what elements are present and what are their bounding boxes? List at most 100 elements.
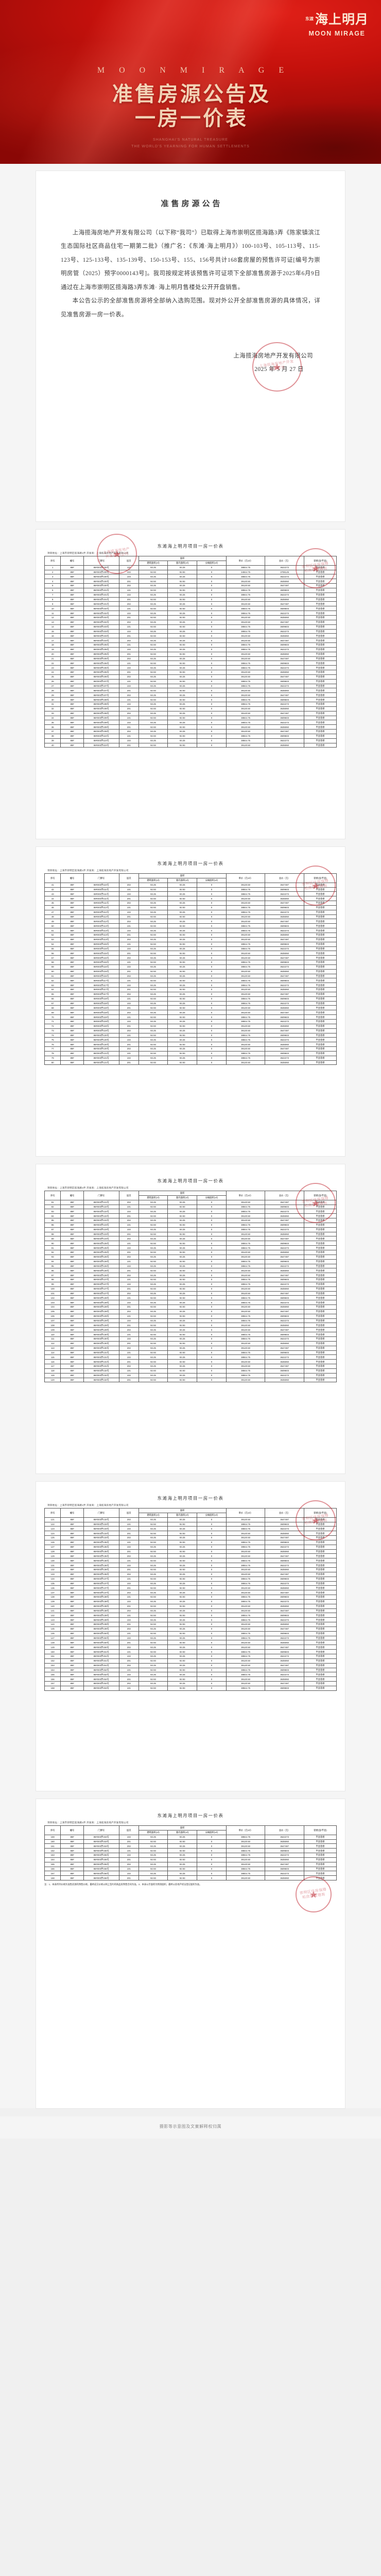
table-row: 138 88# 88#303弄138号 101 92.93 92.93 0 38844.75 3… [44, 1595, 337, 1600]
table-cell: 88# [60, 1245, 84, 1250]
table-cell: 0 [197, 1549, 227, 1554]
table-cell: 92.93 [167, 1286, 198, 1292]
table-cell: 92.93 [167, 1213, 198, 1219]
table-row: 106 88# 88#303弄129号 101 92.93 92.93 0 38844.75 3… [44, 1313, 337, 1319]
table-cell: 不含装修 [303, 1227, 337, 1232]
table-cell: 0 [197, 1595, 227, 1600]
table-cell: 3635060 [265, 1359, 304, 1365]
table-cell: 38 [44, 733, 61, 739]
table-row: 70 88# 88#303弄119号 101 92.93 92.93 0 38844.75 36… [44, 1014, 337, 1020]
table-cell: 88# [60, 697, 84, 702]
table-cell: 88#303弄156号 [83, 1866, 119, 1872]
table-cell: 不含装修 [303, 1658, 337, 1664]
table-cell: 93.25 [167, 601, 198, 607]
table-cell: 93.25 [167, 729, 198, 734]
table-cell: 39120.50 [226, 729, 266, 734]
table-cell: 88#303弄131号 [83, 1359, 119, 1365]
table-cell: 92.93 [167, 660, 198, 666]
table-cell: 88#303弄106号 [83, 670, 119, 675]
table-cell: 不含装修 [303, 1300, 337, 1306]
table-cell: 88# [60, 1218, 84, 1223]
table-cell: 0 [197, 1273, 227, 1278]
table-cell: 88# [60, 587, 84, 593]
table-cell: 0 [197, 1585, 227, 1591]
table-cell: 不含装修 [303, 1042, 337, 1047]
brand-mark-icon: 东渡 [305, 16, 314, 21]
table-cell: 88#303弄101号 [83, 601, 119, 607]
table-row: 38 88# 88#303弄110号 101 92.93 92.93 0 38844.75 36… [44, 733, 337, 739]
table-cell: 0 [197, 1871, 227, 1876]
table-cell: 92.93 [167, 1839, 198, 1844]
table-cell: 3609603 [265, 1613, 304, 1618]
table-cell: 3622273 [265, 1281, 304, 1287]
table-cell: 3609603 [265, 1295, 304, 1301]
table-row: 19 88# 88#303弄105号 102 93.25 93.25 0 38844.75 36… [44, 647, 337, 652]
column-group-header-area: 面积 [138, 1825, 227, 1831]
table-row: 156 88# 88#303弄152号 201 92.93 92.93 0 39120.50 3… [44, 1676, 337, 1682]
table-cell: 27 [44, 683, 61, 689]
table-row: 18 88# 88#303弄105号 101 92.93 92.93 0 38844.75 36… [44, 642, 337, 648]
table-cell: 不含装修 [303, 1014, 337, 1020]
table-cell: 不含装修 [303, 579, 337, 584]
table-cell: 3609603 [265, 1368, 304, 1374]
table-row: 82 88# 88#303弄122号 101 92.93 92.93 0 38844.75 36… [44, 1204, 337, 1210]
table-cell: 88# [60, 909, 84, 915]
table-cell: 93.25 [138, 1608, 168, 1614]
table-cell: 不含装修 [303, 1567, 337, 1572]
column-header: 层次 [118, 1825, 139, 1835]
table-cell: 88#303弄119号 [83, 1019, 119, 1024]
table-cell: 不含装修 [303, 670, 337, 675]
table-cell: 106 [44, 1313, 61, 1319]
table-row: 166 88# 88#303弄156号 101 92.93 92.93 0 38844.75 3… [44, 1866, 337, 1872]
column-header: 序号 [44, 1508, 61, 1518]
price-table-page: 上海揽海房地产开发有限公司 ★ 崇明区住房保障和房屋管理局 ★ 东滩海上明月项目一房一价… [36, 530, 345, 839]
table-cell: 92.93 [167, 951, 198, 956]
table-cell: 88#303弄156号 [83, 1871, 119, 1876]
table-row: 48 88# 88#303弄112号 201 92.93 92.93 0 39120.50 36… [44, 914, 337, 920]
table-cell: 3609603 [265, 1649, 304, 1654]
table-row: 120 88# 88#303弄132号 201 92.93 92.93 0 39120.50 3… [44, 1377, 337, 1383]
table-cell: 3622273 [265, 720, 304, 725]
table-cell: 39120.50 [226, 638, 266, 643]
table-row: 116 88# 88#303弄131号 201 92.93 92.93 0 39120.50 3… [44, 1359, 337, 1365]
table-cell: 3622273 [265, 1209, 304, 1214]
table-cell: 3647487 [265, 638, 304, 643]
table-cell: 88# [60, 742, 84, 748]
table-cell: 88# [60, 1268, 84, 1274]
table-cell: 3647487 [265, 1590, 304, 1596]
table-cell: 88# [60, 1853, 84, 1858]
table-cell: 88# [60, 1663, 84, 1668]
table-cell: 61 [44, 973, 61, 979]
table-cell: 88# [60, 1350, 84, 1355]
table-cell: 3635060 [265, 1640, 304, 1646]
table-cell: 不含装修 [303, 923, 337, 929]
table-cell: 88# [60, 1273, 84, 1278]
table-cell: 38844.75 [226, 1368, 266, 1374]
table-cell: 101 [118, 1631, 139, 1636]
table-cell: 3609603 [265, 996, 304, 1002]
table-cell: 不含装修 [303, 1354, 337, 1360]
table-row: 20 88# 88#303弄105号 201 92.93 92.93 0 39120.50 36… [44, 651, 337, 657]
table-cell: 202 [118, 1291, 139, 1296]
table-cell: 0 [197, 1544, 227, 1550]
table-cell: 92.93 [138, 1005, 168, 1011]
table-cell: 92.93 [167, 1549, 198, 1554]
table-cell: 39120.50 [226, 1010, 266, 1015]
table-cell: 88#303弄115号 [83, 946, 119, 952]
table-cell: 88#303弄113号 [83, 928, 119, 933]
table-cell: 201 [118, 1060, 139, 1065]
table-cell: 92.93 [138, 587, 168, 593]
table-cell: 101 [118, 996, 139, 1002]
table-cell: 39120.50 [226, 914, 266, 920]
column-header: 序号 [44, 873, 61, 883]
table-cell: 88# [60, 1563, 84, 1568]
table-cell: 0 [197, 1323, 227, 1328]
table-cell: 不含装修 [303, 1871, 337, 1876]
table-cell: 不含装修 [303, 1599, 337, 1604]
column-header: 序号 [44, 556, 61, 566]
table-cell: 202 [118, 937, 139, 942]
table-cell: 不含装修 [303, 951, 337, 956]
table-cell: 93.25 [138, 946, 168, 952]
table-cell: 不含装修 [303, 1209, 337, 1214]
table-cell: 92.93 [167, 633, 198, 639]
